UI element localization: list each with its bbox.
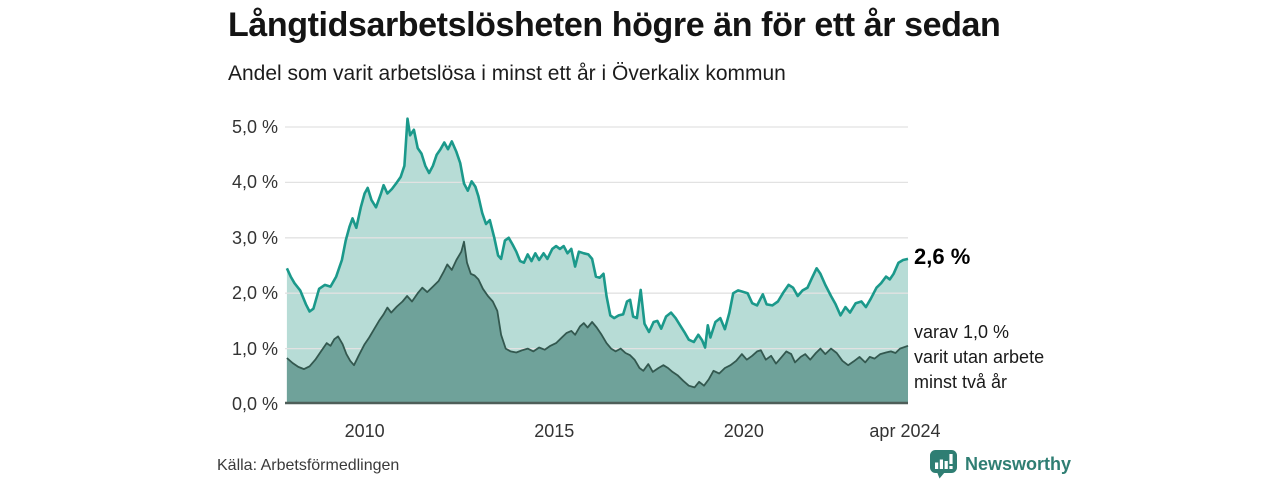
- y-tick-label: 3,0 %: [231, 227, 278, 248]
- series-twoyear-area: [286, 241, 908, 404]
- annotation-line: varav 1,0 %: [914, 322, 1010, 342]
- page-title: Långtidsarbetslösheten högre än för ett …: [228, 6, 1001, 44]
- area-chart: [285, 108, 909, 406]
- latest-value-label: 2,6 %: [914, 244, 971, 269]
- y-tick-label: 5,0 %: [231, 117, 278, 137]
- newsworthy-logo: Newsworthy: [929, 449, 1071, 479]
- y-tick-label: 2,0 %: [231, 283, 278, 304]
- source-note: Källa: Arbetsförmedlingen: [217, 457, 400, 474]
- y-tick-label: 1,0 %: [231, 338, 278, 359]
- x-tick-label: apr 2024: [869, 421, 941, 441]
- series-total-line: [285, 117, 909, 349]
- annotation-line: varit utan arbete: [914, 347, 1045, 367]
- series-twoyear-line: [286, 240, 909, 389]
- x-tick-label: 2010: [344, 421, 385, 441]
- subseries-annotation: varav 1,0 % varit utan arbete minst två …: [914, 320, 1044, 395]
- x-tick-label: 2020: [723, 421, 764, 441]
- y-tick-label: 4,0 %: [231, 172, 278, 193]
- chart-canvas: [285, 117, 909, 405]
- newsworthy-logo-icon: [930, 450, 957, 479]
- x-tick-label: 2015: [534, 421, 575, 441]
- y-tick-label: 0,0 %: [231, 394, 278, 414]
- annotation-line: minst två år: [914, 372, 1008, 392]
- brand-name: Newsworthy: [965, 453, 1072, 474]
- chart-subtitle: Andel som varit arbetslösa i minst ett å…: [228, 62, 786, 85]
